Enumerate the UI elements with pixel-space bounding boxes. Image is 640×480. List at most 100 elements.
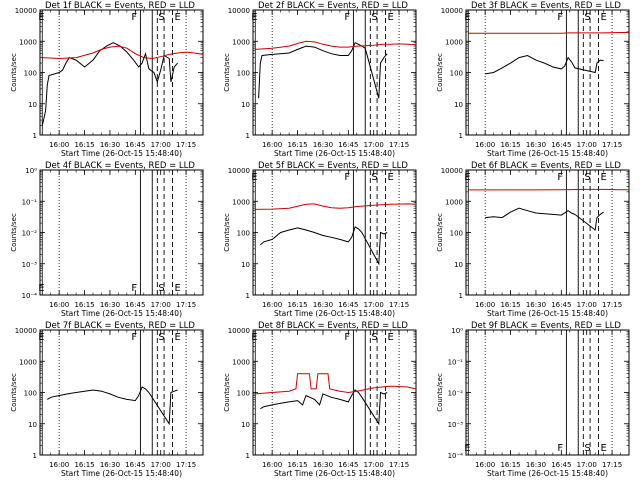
plot-frame xyxy=(465,169,630,296)
x-tick-label: 16:30 xyxy=(100,461,120,469)
y-axis-label: Counts/sec xyxy=(436,53,444,92)
y-tick-label: 1000 xyxy=(445,198,463,206)
plot-frame xyxy=(39,329,204,456)
marker-label-e-end: E xyxy=(601,12,607,23)
series-line-lld xyxy=(255,203,417,210)
y-tick-label: 1000 xyxy=(232,358,250,366)
marker-label-e-start: E xyxy=(251,12,257,23)
marker-label-e-end: E xyxy=(388,12,394,23)
y-tick-label: 1000 xyxy=(19,358,37,366)
marker-label-s: S xyxy=(584,443,590,454)
x-tick-label: 16:45 xyxy=(551,141,571,149)
x-tick-label: 16:00 xyxy=(49,141,69,149)
marker-label-e-end: E xyxy=(601,172,607,183)
y-tick-label: 10 xyxy=(241,261,250,269)
y-tick-label: 10000 xyxy=(228,7,250,15)
series-line-events xyxy=(485,54,604,75)
marker-label-f: F xyxy=(131,12,137,23)
x-tick-label: 17:00 xyxy=(364,141,384,149)
marker-label-e-start: E xyxy=(464,172,470,183)
x-tick-label: 16:15 xyxy=(287,141,307,149)
marker-label-e-start: E xyxy=(38,283,44,294)
x-tick-label: 16:15 xyxy=(500,141,520,149)
x-axis-label: Start Time (26-Oct-15 15:48:40) xyxy=(61,469,182,478)
panel-det-2: Det 2f BLACK = Events, RED = LLD 1 10 100 10… xyxy=(223,1,417,158)
panel-title: Det 3f BLACK = Events, RED = LLD xyxy=(471,1,621,11)
series-line-events xyxy=(259,226,388,266)
plot-frame xyxy=(465,9,630,136)
y-tick-label: 1000 xyxy=(232,198,250,206)
panel-title: Det 8f BLACK = Events, RED = LLD xyxy=(258,321,408,331)
marker-label-e-start: E xyxy=(251,172,257,183)
x-tick-label: 16:30 xyxy=(100,301,120,309)
x-tick-label: 16:15 xyxy=(287,301,307,309)
marker-label-e-end: E xyxy=(601,443,607,454)
series-line-events xyxy=(47,386,178,426)
x-tick-label: 17:15 xyxy=(176,301,196,309)
x-tick-label: 16:15 xyxy=(500,461,520,469)
x-tick-label: 16:45 xyxy=(125,141,145,149)
panel-det-4: Det 4f BLACK = Events, RED = LLD 10⁻⁴ 10⁻³… xyxy=(10,161,204,318)
x-tick-label: 17:15 xyxy=(602,141,622,149)
x-tick-label: 16:00 xyxy=(49,301,69,309)
x-tick-label: 17:00 xyxy=(364,301,384,309)
x-tick-label: 16:00 xyxy=(475,141,495,149)
y-tick-label: 10⁻¹ xyxy=(448,358,464,366)
y-tick-label: 1 xyxy=(246,452,250,460)
x-tick-label: 16:00 xyxy=(49,461,69,469)
panel-det-8: Det 8f BLACK = Events, RED = LLD 1 10 100 10… xyxy=(223,321,417,478)
y-tick-label: 10⁰ xyxy=(451,327,463,335)
x-tick-label: 17:15 xyxy=(389,141,409,149)
panel-title: Det 5f BLACK = Events, RED = LLD xyxy=(258,161,408,171)
x-tick-label: 17:15 xyxy=(389,461,409,469)
x-tick-label: 16:30 xyxy=(313,461,333,469)
y-tick-label: 1 xyxy=(33,452,37,460)
y-tick-label: 10000 xyxy=(228,327,250,335)
x-tick-label: 16:30 xyxy=(526,301,546,309)
y-tick-label: 10⁻³ xyxy=(448,421,464,429)
marker-label-f: F xyxy=(344,172,350,183)
y-tick-label: 10000 xyxy=(15,327,37,335)
marker-label-s: S xyxy=(158,12,164,23)
panel-title: Det 4f BLACK = Events, RED = LLD xyxy=(45,161,195,171)
y-tick-label: 1 xyxy=(459,132,463,140)
x-tick-label: 17:15 xyxy=(176,461,196,469)
marker-label-e-start: E xyxy=(251,332,257,343)
panel-title: Det 6f BLACK = Events, RED = LLD xyxy=(471,161,621,171)
y-axis-label: Counts/sec xyxy=(10,213,18,252)
marker-label-e-start: E xyxy=(464,443,470,454)
y-tick-label: 1 xyxy=(459,292,463,300)
panel-det-7: Det 7f BLACK = Events, RED = LLD 1 10 100 10… xyxy=(10,321,204,478)
x-tick-label: 16:15 xyxy=(74,141,94,149)
x-axis-label: Start Time (26-Oct-15 15:48:40) xyxy=(487,309,608,318)
plot-frame xyxy=(252,169,417,296)
y-tick-label: 10000 xyxy=(228,167,250,175)
y-tick-label: 100 xyxy=(237,230,250,238)
x-tick-label: 17:15 xyxy=(602,461,622,469)
panel-title: Det 9f BLACK = Events, RED = LLD xyxy=(471,321,621,331)
y-tick-label: 1 xyxy=(246,132,250,140)
y-tick-label: 10 xyxy=(28,421,37,429)
marker-label-s: S xyxy=(584,172,590,183)
marker-label-f: F xyxy=(131,332,137,343)
panel-det-9: Det 9f BLACK = Events, RED = LLD 10⁻⁴ 10⁻³… xyxy=(436,321,630,478)
series-line-events xyxy=(258,42,388,99)
y-tick-label: 10000 xyxy=(441,7,463,15)
marker-label-s: S xyxy=(158,283,164,294)
y-tick-label: 10000 xyxy=(15,7,37,15)
y-tick-label: 10⁻² xyxy=(22,230,38,238)
marker-label-e-start: E xyxy=(38,332,44,343)
x-tick-label: 16:45 xyxy=(338,141,358,149)
panel-title: Det 2f BLACK = Events, RED = LLD xyxy=(258,1,408,11)
y-tick-label: 10⁻⁴ xyxy=(448,452,464,460)
series-line-lld xyxy=(255,40,417,50)
marker-label-e-end: E xyxy=(388,172,394,183)
marker-label-s: S xyxy=(371,172,377,183)
x-tick-label: 17:00 xyxy=(364,461,384,469)
y-tick-label: 100 xyxy=(237,70,250,78)
x-tick-label: 16:30 xyxy=(526,461,546,469)
y-axis-label: Counts/sec xyxy=(10,53,18,92)
x-tick-label: 16:30 xyxy=(526,141,546,149)
marker-label-f: F xyxy=(344,332,350,343)
